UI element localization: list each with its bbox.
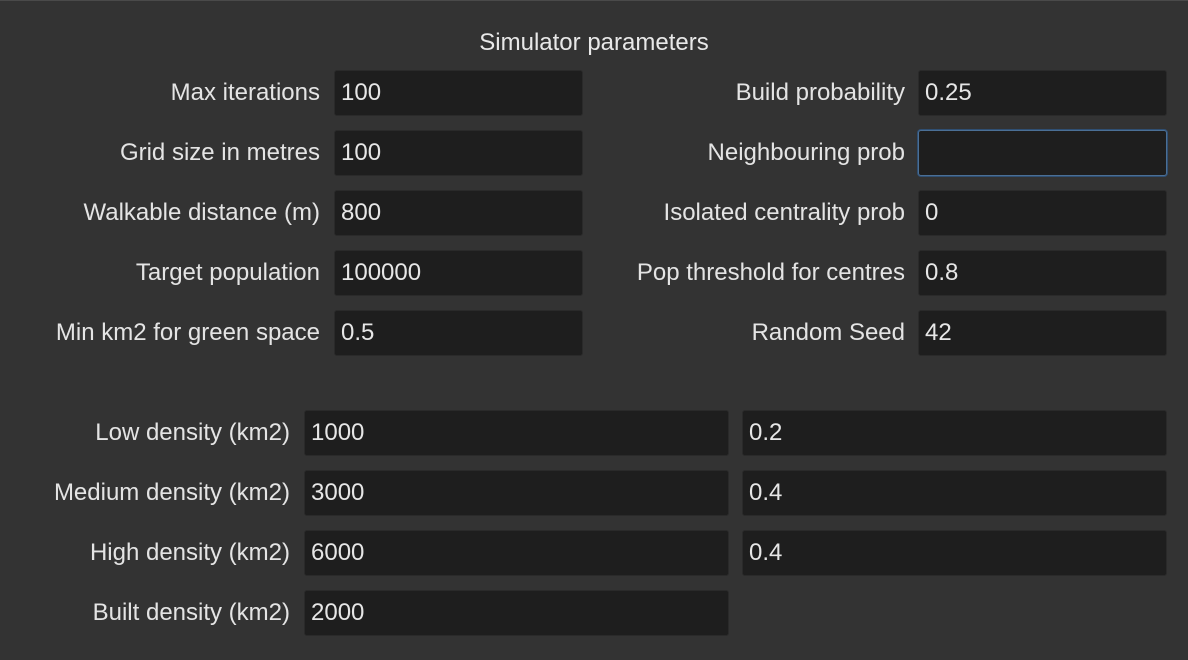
density-row-high: High density (km2)	[0, 530, 1168, 576]
max-iterations-label: Max iterations	[170, 79, 320, 106]
neighbouring-prob-label: Neighbouring prob	[707, 139, 905, 166]
density-row-built: Built density (km2)	[0, 590, 730, 636]
param-row-walkable-distance: Walkable distance (m)	[0, 190, 584, 236]
panel-title: Simulator parameters	[479, 29, 709, 56]
built-density-input[interactable]	[304, 590, 729, 636]
param-row-neighbouring-prob: Neighbouring prob	[590, 130, 1168, 176]
target-population-input[interactable]	[334, 250, 583, 296]
target-population-label: Target population	[135, 259, 320, 286]
grid-size-label: Grid size in metres	[119, 139, 320, 166]
low-density-label: Low density (km2)	[95, 419, 290, 446]
walkable-distance-label: Walkable distance (m)	[83, 199, 320, 226]
isolated-centrality-input[interactable]	[918, 190, 1167, 236]
param-row-green-space: Min km2 for green space	[0, 310, 584, 356]
param-row-grid-size: Grid size in metres	[0, 130, 584, 176]
high-density-input[interactable]	[304, 530, 729, 576]
high-density-prob-input[interactable]	[742, 530, 1167, 576]
random-seed-label: Random Seed	[751, 319, 905, 346]
pop-threshold-label: Pop threshold for centres	[636, 259, 905, 286]
max-iterations-input[interactable]	[334, 70, 583, 116]
low-density-prob-input[interactable]	[742, 410, 1167, 456]
medium-density-label: Medium density (km2)	[53, 479, 290, 506]
high-density-label: High density (km2)	[89, 539, 290, 566]
low-density-input[interactable]	[304, 410, 729, 456]
param-row-random-seed: Random Seed	[590, 310, 1168, 356]
param-row-pop-threshold: Pop threshold for centres	[590, 250, 1168, 296]
density-row-medium: Medium density (km2)	[0, 470, 1168, 516]
density-row-low: Low density (km2)	[0, 410, 1168, 456]
grid-size-input[interactable]	[334, 130, 583, 176]
medium-density-prob-input[interactable]	[742, 470, 1167, 516]
walkable-distance-input[interactable]	[334, 190, 583, 236]
neighbouring-prob-input[interactable]	[918, 130, 1167, 176]
param-row-isolated-centrality: Isolated centrality prob	[590, 190, 1168, 236]
param-row-target-population: Target population	[0, 250, 584, 296]
random-seed-input[interactable]	[918, 310, 1167, 356]
green-space-input[interactable]	[334, 310, 583, 356]
param-row-max-iterations: Max iterations	[0, 70, 584, 116]
green-space-label: Min km2 for green space	[55, 319, 320, 346]
build-probability-input[interactable]	[918, 70, 1167, 116]
built-density-label: Built density (km2)	[92, 599, 290, 626]
build-probability-label: Build probability	[735, 79, 905, 106]
param-row-build-probability: Build probability	[590, 70, 1168, 116]
pop-threshold-input[interactable]	[918, 250, 1167, 296]
medium-density-input[interactable]	[304, 470, 729, 516]
isolated-centrality-label: Isolated centrality prob	[663, 199, 905, 226]
